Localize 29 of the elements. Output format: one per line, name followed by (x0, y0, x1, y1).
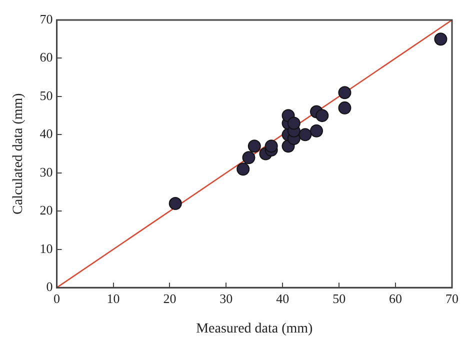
x-tick-label: 10 (106, 290, 120, 306)
y-tick-label: 50 (40, 88, 53, 103)
point (236, 162, 250, 176)
point (168, 196, 182, 210)
y-tick-label: 60 (40, 50, 53, 65)
x-tick-label: 70 (446, 290, 458, 306)
y-tick-label: 70 (40, 11, 53, 26)
x-tick-label: 20 (163, 290, 176, 306)
point (338, 101, 352, 114)
x-tick-label: 30 (220, 290, 233, 306)
y-tick-label: 20 (40, 202, 53, 218)
x-tick-label: 50 (332, 290, 346, 306)
point (310, 124, 324, 138)
x-tick-label: 40 (276, 290, 290, 306)
point (298, 128, 312, 142)
y-tick-label: 30 (40, 164, 53, 180)
point (287, 116, 300, 130)
y-tick-label: 10 (40, 240, 53, 256)
point (434, 32, 448, 46)
y-axis-title: Calculated data (mm) (11, 92, 26, 214)
x-tick-label: 60 (389, 290, 402, 306)
point (316, 109, 329, 122)
x-axis-title: Measured data (mm) (196, 321, 314, 336)
y-tick-label: 0 (46, 279, 53, 294)
point (248, 140, 261, 153)
point (242, 151, 256, 164)
point (264, 140, 278, 153)
y-tick-label: 40 (40, 126, 53, 142)
point (338, 86, 352, 100)
